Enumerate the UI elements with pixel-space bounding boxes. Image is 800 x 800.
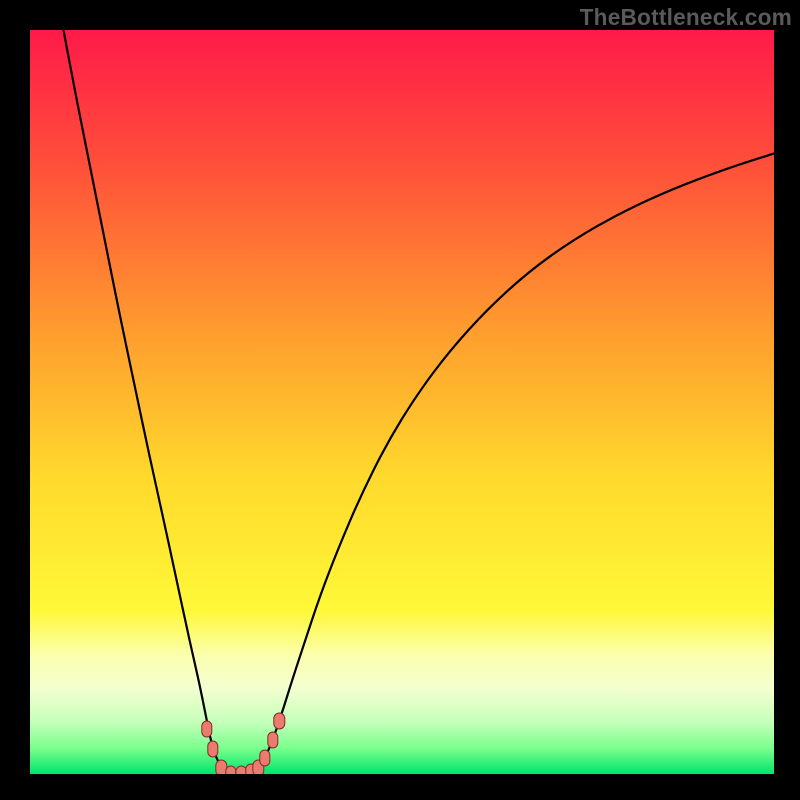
data-marker <box>267 731 278 748</box>
data-marker <box>201 720 212 737</box>
watermark-text: TheBottleneck.com <box>580 4 792 31</box>
data-marker <box>259 750 270 767</box>
curve-path <box>63 30 774 774</box>
plot-area <box>30 30 774 774</box>
outer-frame: TheBottleneck.com <box>0 0 800 800</box>
data-marker <box>207 741 218 758</box>
bottleneck-curve <box>30 30 774 774</box>
data-marker <box>274 713 285 730</box>
